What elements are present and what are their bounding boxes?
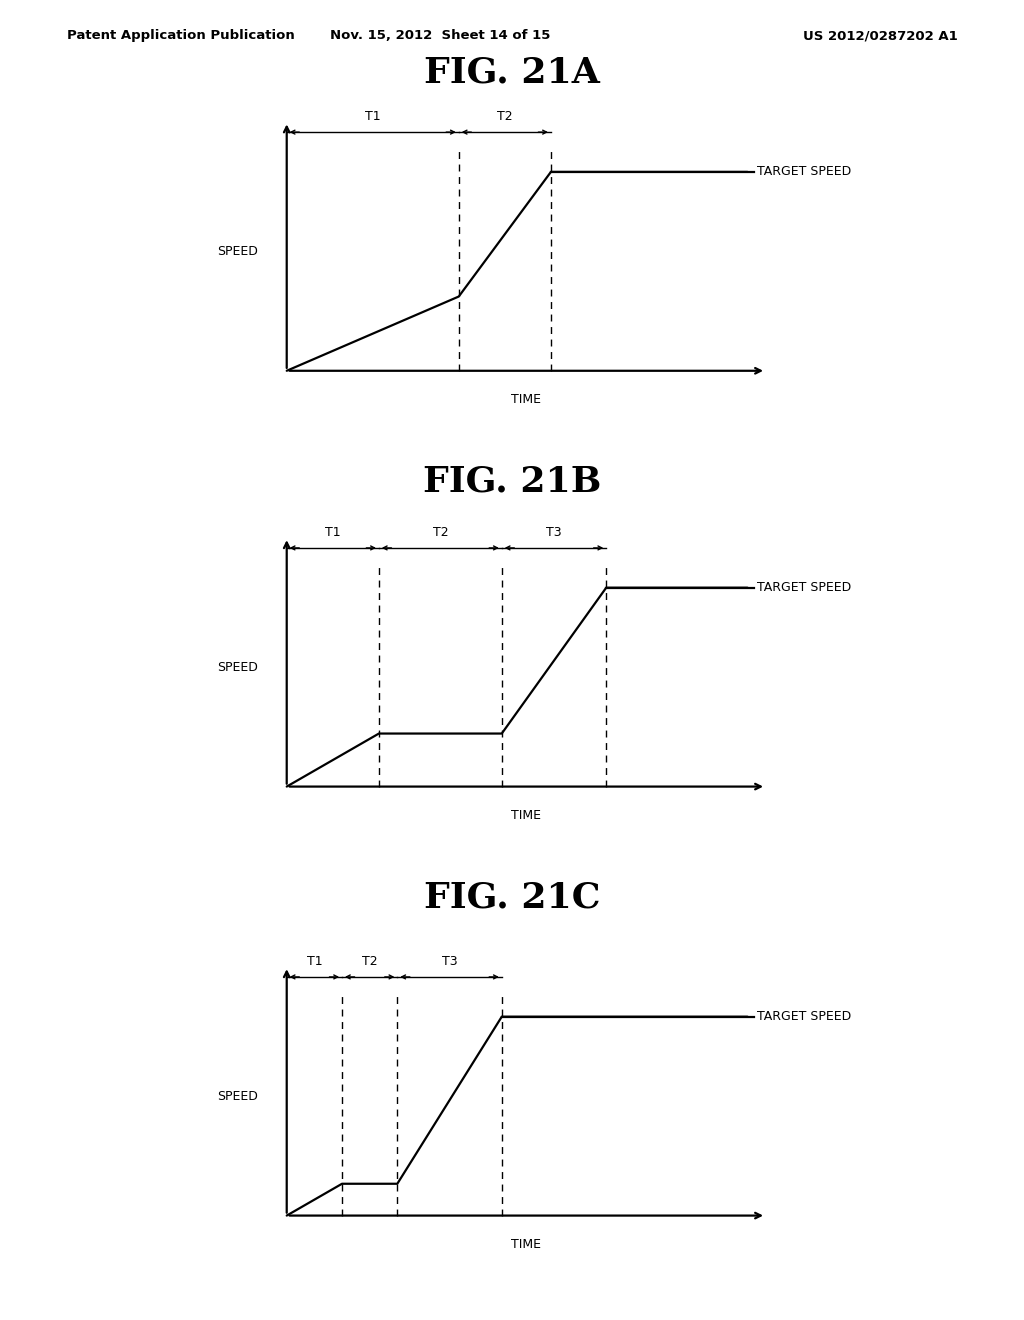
Text: FIG. 21A: FIG. 21A: [424, 55, 600, 90]
Text: TIME: TIME: [511, 809, 542, 822]
Text: TARGET SPEED: TARGET SPEED: [757, 165, 851, 178]
Text: FIG. 21C: FIG. 21C: [424, 880, 600, 915]
Text: T2: T2: [361, 954, 378, 968]
Text: TARGET SPEED: TARGET SPEED: [757, 1010, 851, 1023]
Text: T3: T3: [441, 954, 458, 968]
Text: Patent Application Publication: Patent Application Publication: [67, 29, 294, 42]
Text: SPEED: SPEED: [217, 661, 258, 673]
Text: SPEED: SPEED: [217, 246, 258, 257]
Text: T3: T3: [546, 525, 562, 539]
Text: Nov. 15, 2012  Sheet 14 of 15: Nov. 15, 2012 Sheet 14 of 15: [330, 29, 551, 42]
Text: TARGET SPEED: TARGET SPEED: [757, 581, 851, 594]
Text: T2: T2: [497, 110, 513, 123]
Text: T1: T1: [306, 954, 323, 968]
Text: US 2012/0287202 A1: US 2012/0287202 A1: [803, 29, 957, 42]
Text: TIME: TIME: [511, 1238, 542, 1251]
Text: FIG. 21B: FIG. 21B: [423, 465, 601, 499]
Text: SPEED: SPEED: [217, 1090, 258, 1102]
Text: TIME: TIME: [511, 393, 542, 407]
Text: T1: T1: [365, 110, 381, 123]
Text: T2: T2: [432, 525, 449, 539]
Text: T1: T1: [325, 525, 341, 539]
